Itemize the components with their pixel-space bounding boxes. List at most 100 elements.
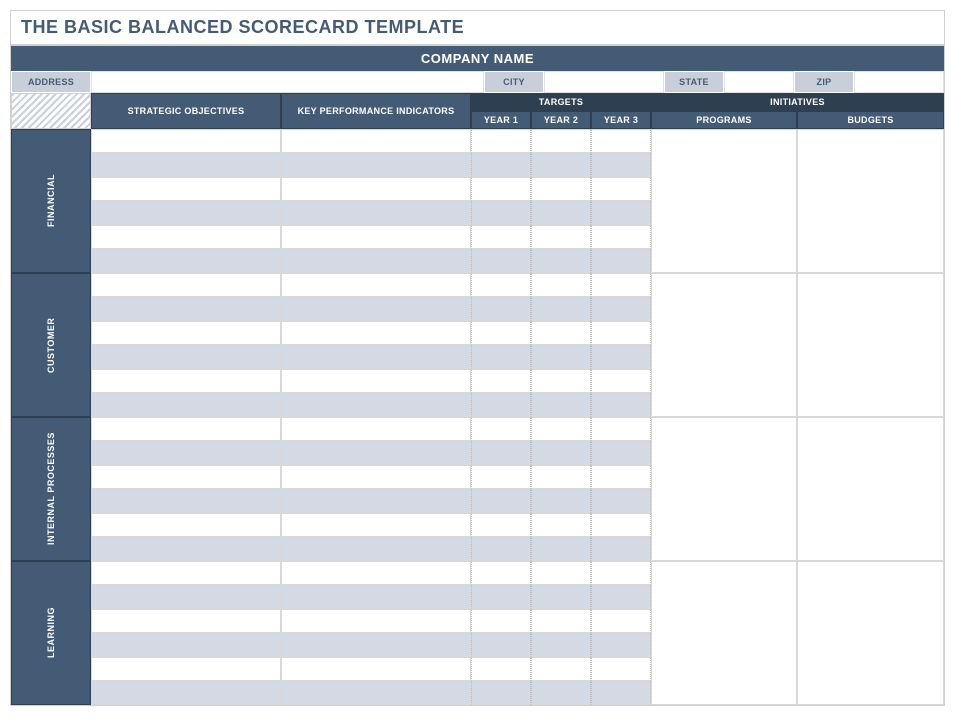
cell-y1[interactable] <box>471 609 531 633</box>
cell-y1[interactable] <box>471 537 531 561</box>
cell-y3[interactable] <box>591 633 651 657</box>
cell-y1[interactable] <box>471 177 531 201</box>
cell-y2[interactable] <box>531 177 591 201</box>
cell-y2[interactable] <box>531 561 591 585</box>
cell-y3[interactable] <box>591 441 651 465</box>
cell-y1[interactable] <box>471 153 531 177</box>
cell-y3[interactable] <box>591 177 651 201</box>
cell-strategic[interactable] <box>91 201 281 225</box>
cell-y3[interactable] <box>591 321 651 345</box>
cell-y3[interactable] <box>591 273 651 297</box>
cell-y3[interactable] <box>591 681 651 705</box>
cell-strategic[interactable] <box>91 561 281 585</box>
cell-y3[interactable] <box>591 393 651 417</box>
cell-kpi[interactable] <box>281 369 471 393</box>
cell-y2[interactable] <box>531 465 591 489</box>
cell-strategic[interactable] <box>91 537 281 561</box>
cell-y2[interactable] <box>531 513 591 537</box>
cell-strategic[interactable] <box>91 417 281 441</box>
cell-strategic[interactable] <box>91 225 281 249</box>
state-field[interactable] <box>724 71 794 93</box>
cell-y3[interactable] <box>591 225 651 249</box>
cell-y1[interactable] <box>471 249 531 273</box>
cell-kpi[interactable] <box>281 513 471 537</box>
budgets-cell[interactable] <box>797 561 944 705</box>
cell-y1[interactable] <box>471 441 531 465</box>
cell-kpi[interactable] <box>281 321 471 345</box>
cell-y1[interactable] <box>471 321 531 345</box>
cell-strategic[interactable] <box>91 489 281 513</box>
cell-strategic[interactable] <box>91 465 281 489</box>
cell-y1[interactable] <box>471 225 531 249</box>
cell-strategic[interactable] <box>91 609 281 633</box>
cell-y1[interactable] <box>471 585 531 609</box>
cell-kpi[interactable] <box>281 633 471 657</box>
cell-y1[interactable] <box>471 681 531 705</box>
cell-strategic[interactable] <box>91 297 281 321</box>
cell-kpi[interactable] <box>281 201 471 225</box>
cell-strategic[interactable] <box>91 441 281 465</box>
cell-kpi[interactable] <box>281 225 471 249</box>
address-field[interactable] <box>91 71 484 93</box>
cell-y3[interactable] <box>591 345 651 369</box>
cell-y1[interactable] <box>471 633 531 657</box>
cell-kpi[interactable] <box>281 393 471 417</box>
cell-y1[interactable] <box>471 417 531 441</box>
cell-strategic[interactable] <box>91 681 281 705</box>
cell-strategic[interactable] <box>91 153 281 177</box>
cell-y3[interactable] <box>591 249 651 273</box>
cell-y3[interactable] <box>591 585 651 609</box>
cell-kpi[interactable] <box>281 585 471 609</box>
budgets-cell[interactable] <box>797 273 944 417</box>
cell-y3[interactable] <box>591 297 651 321</box>
cell-y2[interactable] <box>531 345 591 369</box>
zip-field[interactable] <box>854 71 944 93</box>
cell-y1[interactable] <box>471 297 531 321</box>
cell-y3[interactable] <box>591 513 651 537</box>
cell-strategic[interactable] <box>91 273 281 297</box>
cell-y1[interactable] <box>471 273 531 297</box>
cell-strategic[interactable] <box>91 129 281 153</box>
cell-kpi[interactable] <box>281 465 471 489</box>
cell-y2[interactable] <box>531 657 591 681</box>
cell-y2[interactable] <box>531 369 591 393</box>
cell-y3[interactable] <box>591 561 651 585</box>
cell-y2[interactable] <box>531 393 591 417</box>
cell-kpi[interactable] <box>281 153 471 177</box>
cell-strategic[interactable] <box>91 345 281 369</box>
cell-y1[interactable] <box>471 129 531 153</box>
budgets-cell[interactable] <box>797 417 944 561</box>
cell-y1[interactable] <box>471 489 531 513</box>
cell-kpi[interactable] <box>281 609 471 633</box>
cell-y2[interactable] <box>531 225 591 249</box>
cell-kpi[interactable] <box>281 177 471 201</box>
cell-y1[interactable] <box>471 465 531 489</box>
cell-kpi[interactable] <box>281 489 471 513</box>
cell-y2[interactable] <box>531 609 591 633</box>
cell-y3[interactable] <box>591 201 651 225</box>
cell-strategic[interactable] <box>91 393 281 417</box>
cell-y2[interactable] <box>531 297 591 321</box>
cell-strategic[interactable] <box>91 657 281 681</box>
cell-strategic[interactable] <box>91 513 281 537</box>
cell-y3[interactable] <box>591 489 651 513</box>
cell-strategic[interactable] <box>91 633 281 657</box>
cell-strategic[interactable] <box>91 249 281 273</box>
cell-kpi[interactable] <box>281 129 471 153</box>
cell-y1[interactable] <box>471 345 531 369</box>
cell-y2[interactable] <box>531 585 591 609</box>
cell-kpi[interactable] <box>281 561 471 585</box>
cell-kpi[interactable] <box>281 273 471 297</box>
cell-y2[interactable] <box>531 417 591 441</box>
cell-y3[interactable] <box>591 129 651 153</box>
cell-y3[interactable] <box>591 153 651 177</box>
cell-y2[interactable] <box>531 441 591 465</box>
cell-y3[interactable] <box>591 465 651 489</box>
programs-cell[interactable] <box>651 561 797 705</box>
cell-kpi[interactable] <box>281 417 471 441</box>
cell-y3[interactable] <box>591 609 651 633</box>
cell-strategic[interactable] <box>91 321 281 345</box>
cell-y1[interactable] <box>471 393 531 417</box>
budgets-cell[interactable] <box>797 129 944 273</box>
programs-cell[interactable] <box>651 273 797 417</box>
